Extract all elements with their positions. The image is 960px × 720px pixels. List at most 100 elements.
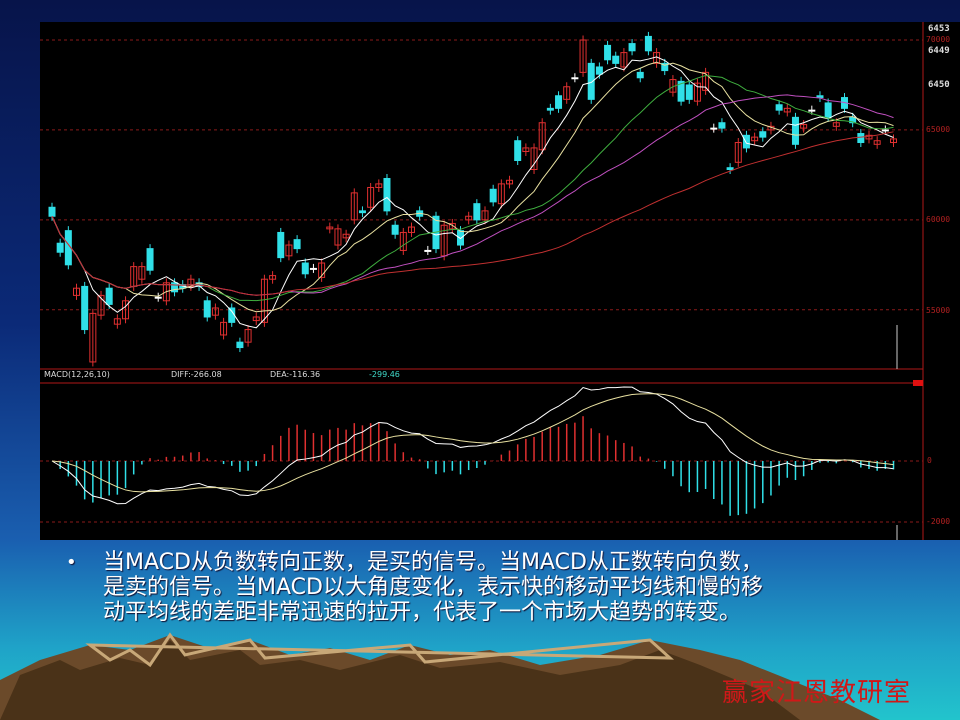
candle-body bbox=[628, 43, 636, 52]
candle-body bbox=[644, 35, 652, 52]
dea-line bbox=[51, 393, 894, 493]
candle-body bbox=[285, 244, 293, 257]
candle-body bbox=[424, 249, 432, 252]
candle-body bbox=[881, 129, 889, 132]
candle-body bbox=[734, 142, 742, 163]
candle-body bbox=[407, 226, 415, 233]
macd-tick-label: -2000 bbox=[926, 517, 951, 526]
candle-body bbox=[293, 239, 301, 250]
candle-body bbox=[759, 131, 767, 138]
candle-body bbox=[751, 136, 759, 142]
candle-body bbox=[865, 134, 873, 140]
diff-line bbox=[51, 386, 894, 505]
candle-body bbox=[48, 206, 56, 217]
candle-body bbox=[530, 147, 538, 170]
candle-body bbox=[113, 318, 121, 325]
mountain-decoration bbox=[0, 632, 880, 720]
candle-body bbox=[220, 321, 228, 336]
candle-body bbox=[546, 107, 554, 111]
candle-body bbox=[693, 82, 701, 102]
price-tick-label: 60000 bbox=[926, 215, 951, 224]
candle-body bbox=[612, 55, 620, 64]
top-right-label: 6453 bbox=[928, 24, 950, 34]
candle-body bbox=[726, 167, 734, 170]
candle-body bbox=[514, 140, 522, 162]
candle-body bbox=[73, 287, 81, 296]
candle-body bbox=[448, 222, 456, 230]
candle-body bbox=[620, 52, 628, 68]
candle-body bbox=[146, 248, 154, 271]
candle-body bbox=[252, 316, 260, 322]
candle-body bbox=[775, 104, 783, 111]
candle-body bbox=[587, 62, 595, 100]
watermark-text: 赢家江恩教研室 bbox=[722, 678, 912, 708]
candle-body bbox=[375, 183, 383, 188]
diff-label: DIFF:-266.08 bbox=[171, 370, 222, 379]
price-tick-label: 55000 bbox=[926, 306, 951, 315]
macd-marker bbox=[913, 380, 923, 386]
price-tick-label: 65000 bbox=[926, 125, 951, 134]
candle-body bbox=[309, 267, 317, 270]
candle-body bbox=[171, 282, 179, 293]
candle-body bbox=[211, 307, 219, 316]
ma5-line bbox=[51, 56, 894, 329]
candle-body bbox=[710, 127, 718, 130]
candle-body bbox=[497, 183, 505, 205]
candle-body bbox=[800, 124, 808, 129]
candle-body bbox=[89, 312, 97, 363]
macd-label: MACD(12,26,10) bbox=[44, 370, 110, 379]
candle-body bbox=[791, 116, 799, 145]
candle-body bbox=[138, 266, 146, 280]
macd-value: -299.46 bbox=[369, 370, 400, 379]
candle-body bbox=[742, 134, 750, 149]
candle-body bbox=[162, 282, 170, 302]
candle-body bbox=[661, 62, 669, 72]
candle-body bbox=[399, 231, 407, 251]
candle-body bbox=[350, 192, 358, 221]
candle-body bbox=[890, 138, 898, 144]
candle-body bbox=[636, 71, 644, 79]
top-right-label: 6450 bbox=[928, 80, 950, 90]
candle-body bbox=[489, 188, 497, 203]
candle-body bbox=[277, 231, 285, 259]
candle-body bbox=[538, 122, 546, 151]
candle-body bbox=[260, 278, 268, 323]
candle-body bbox=[816, 95, 824, 99]
candle-body bbox=[857, 133, 865, 144]
candle-body bbox=[506, 179, 514, 185]
candle-body bbox=[832, 122, 840, 127]
candle-body bbox=[203, 300, 211, 318]
candle-body bbox=[873, 140, 881, 145]
dea-label: DEA:-116.36 bbox=[270, 370, 321, 379]
candle-body bbox=[808, 109, 816, 112]
candle-body bbox=[579, 39, 587, 73]
candle-body bbox=[473, 203, 481, 221]
stock-chart-image bbox=[40, 22, 960, 540]
candle-body bbox=[154, 296, 162, 299]
candle-body bbox=[563, 86, 571, 100]
text-line: 动平均线的差距非常迅速的拉开，代表了一个市场大趋势的转变。 bbox=[103, 600, 742, 625]
candle-body bbox=[367, 186, 375, 208]
bullet-icon: • bbox=[66, 552, 77, 573]
candle-body bbox=[718, 122, 726, 129]
candle-body bbox=[824, 102, 832, 118]
text-line: 是卖的信号。当MACD以大角度变化，表示快的移动平均线和慢的移 bbox=[103, 575, 763, 600]
candle-body bbox=[604, 44, 612, 61]
candle-body bbox=[122, 300, 130, 320]
candle-body bbox=[465, 215, 473, 221]
candle-body bbox=[702, 71, 710, 91]
candle-body bbox=[81, 285, 89, 331]
candle-body bbox=[56, 242, 64, 253]
candle-body bbox=[595, 66, 603, 75]
candle-body bbox=[555, 95, 563, 109]
candle-body bbox=[342, 233, 350, 239]
candle-body bbox=[334, 228, 342, 246]
candle-body bbox=[269, 275, 277, 280]
candle-body bbox=[236, 341, 244, 349]
candle-body bbox=[97, 294, 105, 316]
price-tick-label: 70000 bbox=[926, 35, 951, 44]
candle-body bbox=[326, 226, 334, 230]
chart-canvas bbox=[40, 22, 924, 540]
candle-body bbox=[105, 287, 113, 305]
candle-body bbox=[301, 262, 309, 275]
